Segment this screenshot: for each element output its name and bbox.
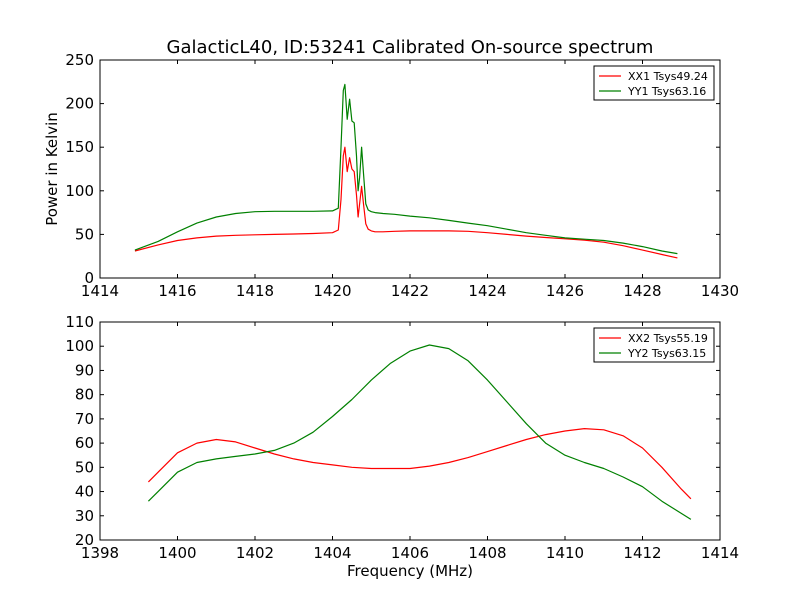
top-legend-label-2: YY1 Tsys63.16 <box>627 85 706 98</box>
bottom-x-tick-label: 1398 <box>81 544 119 562</box>
top-x-tick-label: 1428 <box>623 282 661 300</box>
bottom-y-tick-label: 50 <box>75 458 94 476</box>
bottom-legend-label-1: XX2 Tsys55.19 <box>628 332 708 345</box>
bottom-y-tick-label: 40 <box>75 483 94 501</box>
chart-title: GalacticL40, ID:53241 Calibrated On-sour… <box>167 37 654 58</box>
top-series-line-1 <box>134 146 678 259</box>
bottom-series-line-1 <box>147 428 692 500</box>
top-x-tick-label: 1414 <box>81 282 119 300</box>
top-legend-label-1: XX1 Tsys49.24 <box>628 70 708 83</box>
bottom-x-tick-label: 1412 <box>623 544 661 562</box>
bottom-y-tick-label: 90 <box>75 361 94 379</box>
top-legend: XX1 Tsys49.24 YY1 Tsys63.16 <box>593 65 715 101</box>
top-y-tick-label: 100 <box>65 182 94 200</box>
top-x-tick-label: 1426 <box>546 282 584 300</box>
top-x-tick-label: 1418 <box>236 282 274 300</box>
top-legend-box <box>593 65 715 101</box>
bottom-legend: XX2 Tsys55.19 YY2 Tsys63.15 <box>593 327 715 363</box>
top-x-tick-label: 1424 <box>468 282 506 300</box>
bottom-x-tick-label: 1404 <box>313 544 351 562</box>
bottom-x-tick-label: 1410 <box>546 544 584 562</box>
bottom-y-tick-label: 20 <box>75 531 94 549</box>
top-y-axis-label: Power in Kelvin <box>43 112 61 226</box>
bottom-series-line-2 <box>147 344 692 520</box>
bottom-y-tick-label: 30 <box>75 507 94 525</box>
bottom-x-axis-label: Frequency (MHz) <box>347 562 473 580</box>
bottom-x-tick-label: 1400 <box>158 544 196 562</box>
bottom-x-tick-label: 1402 <box>236 544 274 562</box>
top-y-tick-label: 50 <box>75 225 94 243</box>
top-series-line-2 <box>134 83 678 255</box>
top-x-tick-label: 1420 <box>313 282 351 300</box>
top-x-tick-label: 1422 <box>391 282 429 300</box>
top-y-tick-label: 250 <box>65 51 94 69</box>
bottom-y-tick-label: 80 <box>75 386 94 404</box>
bottom-plot-panel: 1398 1400 1402 1404 1406 1408 1410 1412 1414 20 30… <box>65 313 739 562</box>
bottom-y-tick-label: 60 <box>75 434 94 452</box>
top-x-tick-label: 1416 <box>158 282 196 300</box>
top-y-tick-label: 0 <box>84 269 94 287</box>
top-y-tick-label: 200 <box>65 95 94 113</box>
bottom-y-tick-label: 110 <box>65 313 94 331</box>
bottom-x-tick-label: 1414 <box>701 544 739 562</box>
bottom-y-tick-label: 70 <box>75 410 94 428</box>
top-y-tick-label: 150 <box>65 138 94 156</box>
bottom-y-tick-label: 100 <box>65 337 94 355</box>
bottom-x-tick-label: 1408 <box>468 544 506 562</box>
bottom-legend-label-2: YY2 Tsys63.15 <box>627 347 706 360</box>
bottom-x-tick-label: 1406 <box>391 544 429 562</box>
top-x-tick-label: 1430 <box>701 282 739 300</box>
top-plot-panel: 1414 1416 1418 1420 1422 1424 1426 1428 1430 0 50 1… <box>65 51 739 300</box>
bottom-legend-box <box>593 327 715 363</box>
